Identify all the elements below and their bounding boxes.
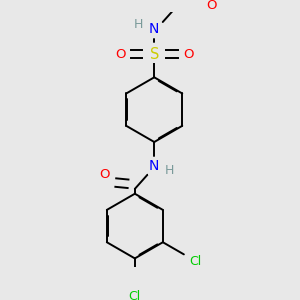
Text: N: N xyxy=(149,22,159,36)
Text: O: O xyxy=(115,47,126,61)
Text: S: S xyxy=(150,46,159,62)
Text: H: H xyxy=(165,164,174,177)
Text: H: H xyxy=(134,18,144,31)
Text: Cl: Cl xyxy=(129,290,141,300)
Text: O: O xyxy=(206,0,217,12)
Text: O: O xyxy=(183,47,194,61)
Text: Cl: Cl xyxy=(190,255,202,268)
Text: O: O xyxy=(100,168,110,182)
Text: N: N xyxy=(149,159,159,173)
